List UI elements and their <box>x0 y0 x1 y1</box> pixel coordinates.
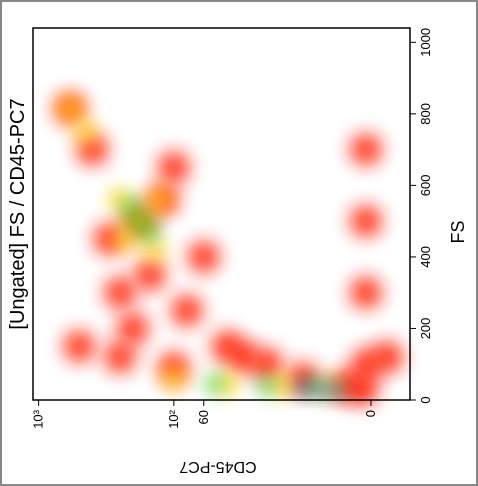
density-point <box>134 258 167 291</box>
plot-border <box>32 27 411 401</box>
density-point <box>227 341 260 374</box>
y-tick-label: 600 <box>418 175 433 197</box>
density-point <box>318 382 333 397</box>
y-axis-label: FS <box>448 220 468 243</box>
density-point <box>162 367 185 390</box>
y-tick-label: 800 <box>418 103 433 125</box>
density-point <box>346 373 379 406</box>
density-point <box>93 223 126 256</box>
density-point <box>130 212 149 231</box>
chart-title: [Ungated] FS / CD45-PC7 <box>7 98 29 329</box>
x-tick-label: 0 <box>363 410 378 417</box>
density-point <box>170 294 203 327</box>
density-point <box>257 376 276 395</box>
density-point <box>143 238 166 261</box>
x-tick-label: 60 <box>196 410 211 424</box>
plot-area <box>54 92 404 406</box>
density-point <box>216 372 239 395</box>
density-point <box>121 197 140 216</box>
density-point <box>141 222 160 241</box>
density-point <box>117 312 150 345</box>
density-point <box>331 382 346 397</box>
density-point <box>104 341 137 374</box>
y-tick-label: 1000 <box>418 28 433 57</box>
density-point <box>187 240 220 273</box>
density-point <box>147 188 170 211</box>
y-tick-label: 200 <box>418 318 433 340</box>
density-point <box>74 120 97 143</box>
density-point <box>304 378 323 397</box>
y-tick-label: 400 <box>418 246 433 268</box>
density-point <box>157 151 190 184</box>
density-point <box>271 374 294 397</box>
density-point <box>63 330 96 363</box>
density-point <box>104 276 137 309</box>
x-tick-label: 10² <box>166 409 181 428</box>
x-axis-label: CD45-PC7 <box>179 458 256 475</box>
density-point <box>349 133 382 166</box>
density-point <box>296 380 311 395</box>
density-point <box>113 228 136 251</box>
density-point <box>371 341 404 374</box>
density-point <box>349 276 382 309</box>
density-point <box>205 374 224 393</box>
x-tick-label: 10³ <box>31 409 46 428</box>
y-tick-label: 0 <box>418 396 433 403</box>
density-point <box>59 97 82 120</box>
density-point <box>349 205 382 238</box>
